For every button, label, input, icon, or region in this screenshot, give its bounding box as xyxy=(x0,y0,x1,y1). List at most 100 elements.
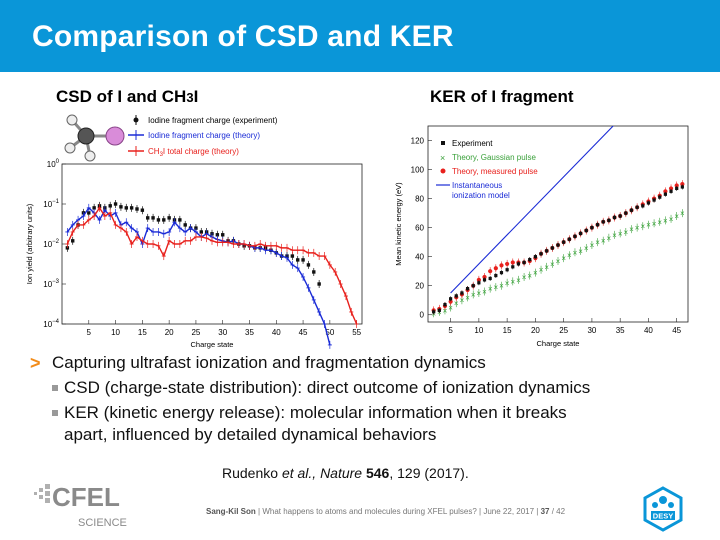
svg-text:×: × xyxy=(440,153,445,163)
ker-y-label: Mean kinetic energy (eV) xyxy=(394,182,403,266)
ker-measured-point xyxy=(668,186,674,191)
ker-gaussian-point: × xyxy=(646,221,651,230)
ker-experiment-point xyxy=(449,297,453,301)
bullet-main-text: Capturing ultrafast ionization and fragm… xyxy=(52,353,486,372)
ker-experiment-point xyxy=(629,208,634,212)
ker-gaussian-point: × xyxy=(471,290,476,299)
csd-point xyxy=(221,233,225,237)
ker-gaussian-point: × xyxy=(629,225,634,234)
y-tick-label: 10−2 xyxy=(43,239,59,249)
ker-measured-point xyxy=(493,266,498,271)
ker-gaussian-point: × xyxy=(533,269,538,278)
ker-experiment-point xyxy=(505,268,509,272)
y-tick-label: 10−1 xyxy=(43,199,59,209)
ker-gaussian-point: × xyxy=(556,257,561,266)
x-tick-label: 30 xyxy=(587,326,596,335)
ker-experiment-point xyxy=(454,294,458,298)
ker-experiment-point xyxy=(680,185,684,189)
x-tick-label: 40 xyxy=(644,326,653,335)
ker-gaussian-point: × xyxy=(578,247,583,256)
footer: Sang-Kil Son | What happens to atoms and… xyxy=(206,507,566,516)
y-tick-label: 20 xyxy=(415,282,424,291)
cfel-logo-sub: SCIENCE xyxy=(78,517,127,529)
x-tick-label: 45 xyxy=(672,326,681,335)
ker-experiment-point xyxy=(528,257,532,262)
bullet-sub-1: CSD (charge-state distribution): direct … xyxy=(30,377,700,399)
ker-chart: 5 10 15 20 25 30 35 40 45 0 20 40 60 80 100 120 Charge s… xyxy=(394,125,689,348)
legend-experiment-label: Experiment xyxy=(452,139,493,148)
ker-gaussian-point: × xyxy=(635,224,640,233)
csd-x-label: Charge state xyxy=(191,340,234,349)
csd-point xyxy=(156,218,161,222)
y-tick-label: 100 xyxy=(47,159,60,169)
ker-experiment-point xyxy=(658,195,662,199)
csd-point xyxy=(151,216,155,220)
ker-gaussian-point: × xyxy=(460,296,465,305)
ker-measured-point xyxy=(476,277,481,282)
ker-experiment-point xyxy=(618,214,622,218)
ker-gaussian-point: × xyxy=(448,303,453,312)
y-tick-label: 120 xyxy=(411,137,425,146)
csd-series-line xyxy=(66,206,358,325)
x-tick-label: 5 xyxy=(448,326,453,335)
ker-gaussian-point: × xyxy=(465,293,470,302)
ker-measured-point xyxy=(510,260,515,265)
csd-point xyxy=(129,206,134,210)
ker-measured-point xyxy=(505,261,510,267)
ker-measured-point xyxy=(499,263,504,268)
csd-point xyxy=(215,233,220,237)
ker-gaussian-point: × xyxy=(657,218,662,227)
ker-gaussian-point: × xyxy=(482,288,487,297)
ker-experiment-point xyxy=(460,291,464,295)
csd-point xyxy=(178,218,182,222)
legend-exp-label: Iodine fragment charge (experiment) xyxy=(148,116,278,125)
y-tick-label: 10−4 xyxy=(43,319,59,329)
x-tick-label: 45 xyxy=(299,328,308,337)
ker-gaussian-point: × xyxy=(510,277,515,286)
ker-experiment-point xyxy=(612,215,617,220)
ker-gaussian-point: × xyxy=(601,237,606,246)
y-tick-label: 80 xyxy=(415,195,424,204)
ker-experiment-point xyxy=(595,223,600,227)
ker-experiment-point xyxy=(675,186,679,191)
ker-gaussian-point: × xyxy=(488,285,493,294)
cfel-logo: CFEL SCIENCE xyxy=(34,482,127,529)
bullet-square-icon xyxy=(52,410,58,416)
ker-experiment-point xyxy=(607,218,611,222)
legend-measured-label: Theory, measured pulse xyxy=(452,167,538,176)
x-tick-label: 35 xyxy=(245,328,254,337)
ker-experiment-point xyxy=(652,198,656,202)
ker-experiment-point xyxy=(550,246,554,250)
ker-experiment-point xyxy=(635,205,639,209)
ker-gaussian-point: × xyxy=(544,263,549,272)
csd-point xyxy=(301,258,305,262)
ker-gaussian-point: × xyxy=(573,248,578,257)
ker-gaussian-point: × xyxy=(618,229,623,238)
ker-heading: KER of I fragment xyxy=(430,87,574,106)
ker-experiment-point xyxy=(590,226,594,230)
ker-experiment-point xyxy=(511,265,515,269)
legend-measured: Theory, measured pulse xyxy=(440,167,538,176)
ker-measured-point xyxy=(674,183,679,188)
ker-gaussian-point: × xyxy=(516,276,521,285)
csd-point xyxy=(108,204,112,208)
legend-theory: Iodine fragment charge (theory) xyxy=(128,130,260,140)
csd-point xyxy=(162,218,166,222)
legend-inst-label-1: Instantaneous xyxy=(452,181,502,190)
x-tick-label: 25 xyxy=(191,328,200,337)
ker-experiment-point xyxy=(499,271,504,275)
ker-experiment-point xyxy=(573,234,577,238)
ker-experiment-point xyxy=(437,308,441,312)
desy-logo: DESY xyxy=(643,486,683,532)
ker-gaussian-point: × xyxy=(674,212,679,221)
x-tick-label: 20 xyxy=(165,328,174,337)
csd-point xyxy=(312,270,316,274)
ker-gaussian-point: × xyxy=(499,282,504,291)
csd-chart: Iodine fragment charge (experiment) Iodi… xyxy=(25,115,363,349)
citation: Rudenko et al., Nature 546, 129 (2017). xyxy=(222,465,469,481)
ker-experiment-point xyxy=(641,204,645,208)
y-tick-label: 100 xyxy=(411,166,425,175)
y-tick-label: 0 xyxy=(420,311,425,320)
x-tick-label: 30 xyxy=(218,328,227,337)
y-tick-label: 40 xyxy=(415,253,424,262)
